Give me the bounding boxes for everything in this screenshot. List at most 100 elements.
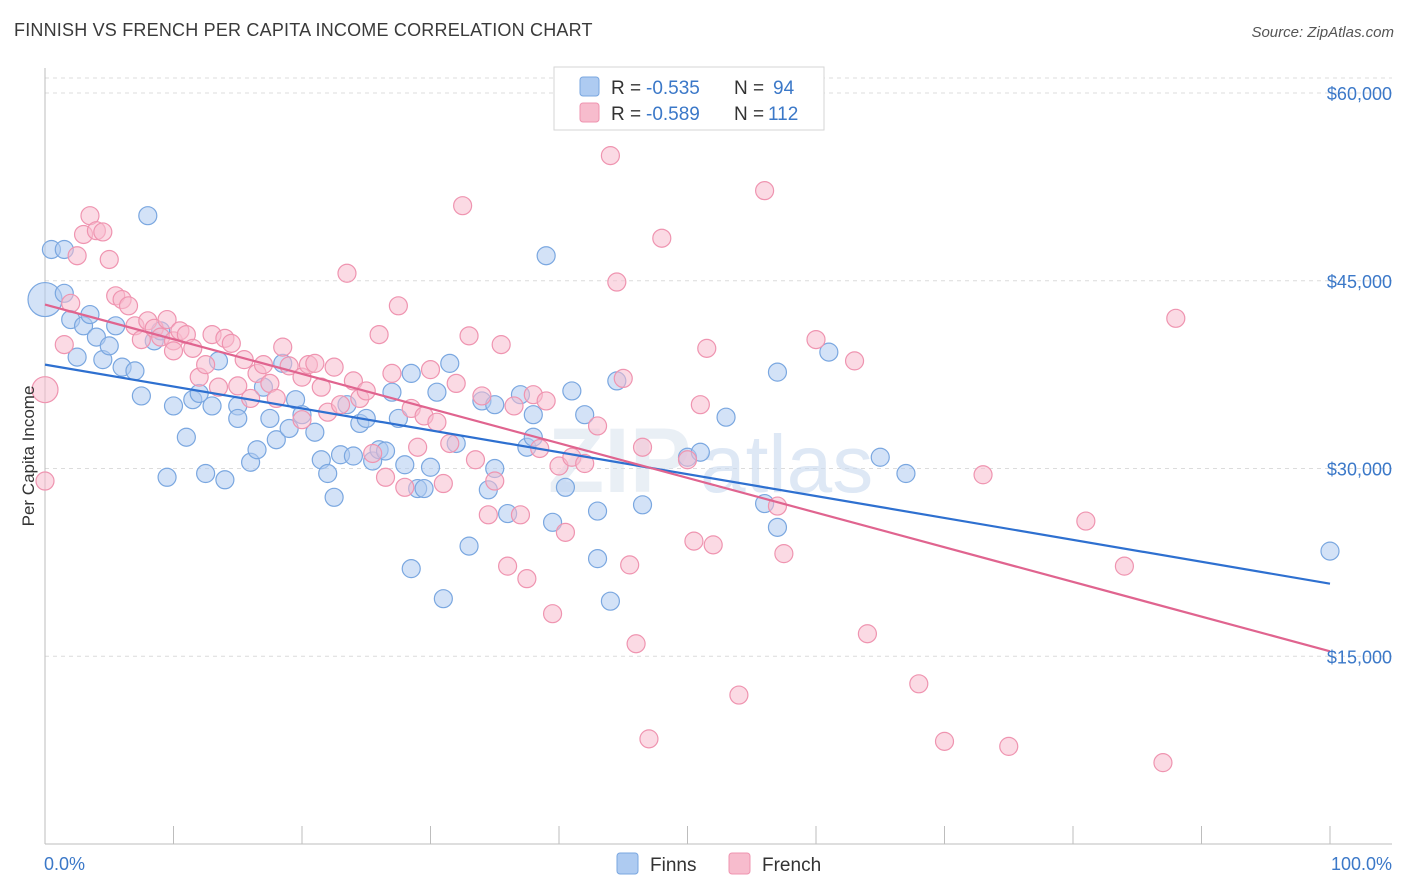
french-point: [684, 531, 704, 551]
french-point: [93, 222, 113, 242]
french-point: [279, 356, 299, 376]
y-tick-label: $15,000: [1327, 647, 1392, 667]
trend-lines: [44, 303, 1331, 653]
french-point: [697, 338, 717, 358]
finns-point: [575, 405, 595, 425]
finns-point: [716, 407, 736, 427]
axes-layer: [44, 68, 1392, 845]
finns-point: [163, 396, 184, 416]
french-point: [857, 624, 878, 644]
finns-point: [266, 430, 286, 450]
french-point: [478, 505, 498, 525]
french-point: [324, 357, 344, 377]
y-tick-labels: $15,000 $30,000 $45,000 $60,000: [1327, 84, 1392, 667]
finns-legend-label: Finns: [650, 855, 696, 876]
french-point: [620, 555, 640, 575]
french-point: [607, 272, 627, 292]
french-point: [806, 330, 826, 350]
french-point: [517, 569, 537, 589]
x-tick-label-min: 0.0%: [44, 854, 85, 874]
finns-point: [536, 246, 556, 266]
finns-point: [260, 408, 280, 429]
y-tick-label: $45,000: [1327, 272, 1392, 292]
chart-title: FINNISH VS FRENCH PER CAPITA INCOME CORR…: [14, 20, 593, 40]
finns-r-label: R =: [611, 78, 641, 99]
french-point: [382, 363, 402, 383]
french-point: [652, 228, 672, 248]
french-point: [729, 685, 749, 705]
french-point: [369, 324, 389, 345]
finns-point: [819, 342, 839, 362]
french-point: [118, 296, 139, 316]
finns-point: [767, 362, 788, 382]
finns-point: [395, 455, 415, 475]
french-point: [542, 604, 563, 624]
french-point: [453, 196, 473, 216]
french-point: [388, 296, 408, 316]
french-point: [575, 453, 595, 474]
finns-point: [99, 336, 119, 356]
french-point: [228, 376, 248, 396]
y-tick-label: $30,000: [1327, 460, 1392, 480]
french-points: [31, 146, 1186, 773]
finns-point: [324, 487, 344, 507]
french-point: [273, 337, 293, 357]
finns-point: [523, 405, 543, 425]
finns-trend-line: [44, 363, 1331, 585]
finns-point: [343, 446, 363, 466]
series-legend: Finns French: [616, 852, 821, 876]
french-point: [587, 416, 608, 436]
french-point: [343, 371, 363, 391]
french-point: [363, 443, 383, 464]
french-point: [157, 309, 177, 330]
finns-point: [420, 457, 441, 477]
french-legend-label: French: [762, 855, 821, 876]
french-point: [446, 373, 466, 394]
finns-point: [414, 478, 434, 499]
finns-point: [228, 408, 248, 429]
french-r-label: R =: [611, 104, 641, 125]
french-point: [639, 729, 659, 749]
finns-point: [131, 386, 151, 406]
x-tick-label-max: 100.0%: [1331, 854, 1392, 874]
finns-point: [587, 549, 608, 569]
finns-point: [202, 396, 222, 416]
finns-r-value: -0.535: [646, 78, 700, 99]
french-legend-swatch: [728, 852, 751, 875]
finns-point: [67, 347, 87, 367]
finns-swatch: [579, 76, 600, 97]
finns-point: [401, 363, 421, 383]
finns-point: [433, 589, 453, 609]
finns-point: [401, 559, 421, 579]
french-point: [196, 355, 216, 375]
finns-point: [318, 463, 338, 484]
finns-point: [632, 495, 653, 515]
finns-point: [767, 517, 788, 537]
finns-n-label: N =: [734, 78, 764, 99]
finns-point: [542, 512, 563, 532]
finns-point: [600, 591, 621, 611]
french-point: [934, 731, 955, 751]
source-credit: Source: ZipAtlas.com: [1251, 24, 1394, 41]
french-point: [632, 437, 653, 457]
french-point: [1076, 511, 1096, 531]
french-point: [31, 376, 59, 404]
french-point: [703, 535, 723, 555]
french-point: [754, 181, 775, 201]
french-point: [459, 326, 479, 346]
french-point: [330, 395, 351, 415]
french-point: [67, 246, 87, 266]
french-point: [433, 473, 453, 494]
french-point: [35, 471, 55, 491]
finns-point: [305, 422, 325, 442]
french-point: [999, 736, 1019, 756]
stats-legend: R = -0.535 N = 94 R = -0.589 N = 112: [553, 66, 825, 131]
french-point: [375, 467, 396, 487]
french-point: [395, 477, 415, 497]
french-point: [472, 386, 492, 406]
finns-n-value: 94: [773, 78, 795, 99]
french-point: [491, 335, 511, 355]
french-point: [774, 544, 794, 564]
french-point: [99, 249, 119, 270]
